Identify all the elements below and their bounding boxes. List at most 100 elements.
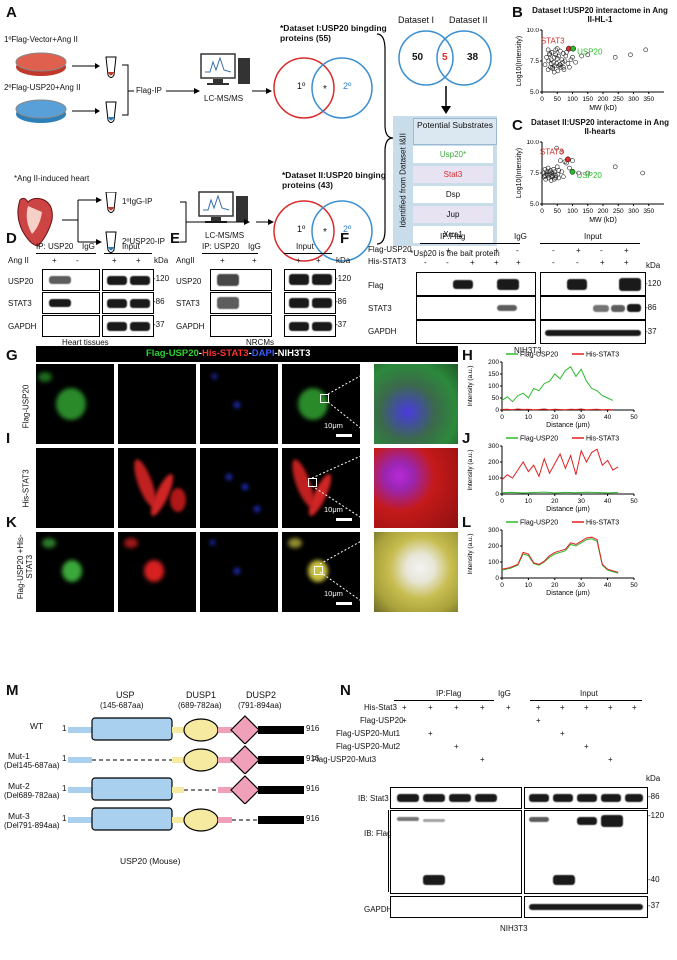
blotE-row-usp20: USP20 bbox=[176, 277, 202, 286]
blotN-mw4: -37 bbox=[648, 901, 660, 910]
data-point bbox=[542, 166, 548, 172]
blotE-ip: IP: USP20 bbox=[202, 242, 240, 251]
data-point bbox=[570, 54, 575, 60]
blotE-usp20-in bbox=[284, 269, 336, 291]
sign: + bbox=[624, 258, 629, 267]
x-tick-label: 0 bbox=[500, 414, 504, 421]
arrow-right-icon bbox=[166, 88, 200, 94]
blotN-stat3-ip bbox=[390, 787, 522, 809]
scale-g: 10μm bbox=[324, 421, 343, 430]
hdr-white: NIH3T3 bbox=[277, 348, 311, 359]
label-usp20: USP20 bbox=[577, 171, 603, 180]
y-axis-label: Log10(Intensity) bbox=[516, 148, 523, 198]
m-dusp2-range: (791-894aa) bbox=[238, 701, 282, 710]
seg-cterm bbox=[258, 756, 304, 764]
blotE-kda: kDa bbox=[336, 256, 351, 265]
m-usp: USP bbox=[116, 690, 135, 700]
data-point bbox=[544, 171, 549, 177]
data-point bbox=[551, 166, 556, 172]
blotD-line1 bbox=[36, 253, 96, 254]
x-tick-label: 200 bbox=[598, 208, 609, 215]
data-point bbox=[547, 169, 552, 175]
series-line-his-stat3 bbox=[501, 408, 613, 411]
x-tick-label: 300 bbox=[628, 208, 639, 215]
sign: + bbox=[516, 258, 521, 267]
m-start: 1 bbox=[62, 784, 67, 793]
m-row-diagram bbox=[68, 775, 304, 804]
series-line-flag-usp20 bbox=[501, 491, 619, 494]
blotE-stat3-ip bbox=[210, 292, 272, 314]
panel-label-i: I bbox=[6, 430, 11, 447]
data-point bbox=[561, 67, 567, 72]
x-tick-label: 250 bbox=[613, 208, 624, 215]
label-usp20: USP20 bbox=[577, 48, 603, 57]
seg-nterm bbox=[68, 727, 92, 733]
x-tick-label: 100 bbox=[567, 96, 578, 103]
blotD-stat3-in bbox=[102, 292, 154, 314]
x-tick-label: 150 bbox=[582, 96, 593, 103]
y-tick-label: 150 bbox=[488, 371, 499, 378]
sign: + bbox=[494, 246, 499, 255]
i-zoom bbox=[374, 448, 458, 528]
y-tick-label: 100 bbox=[488, 559, 499, 566]
point-stat3 bbox=[565, 156, 571, 163]
sign: - bbox=[552, 258, 555, 267]
x-tick-label: 20 bbox=[551, 498, 559, 505]
chartC-title: Dataset II:USP20 interactome in Ang II-h… bbox=[531, 118, 669, 137]
k-zoom bbox=[374, 532, 458, 612]
data-point bbox=[643, 47, 648, 53]
data-point bbox=[545, 67, 551, 72]
chartJ-plot: 0 100 200 300 0 10 20 30 40 50 Flag-USP20 His-STAT3… bbox=[467, 436, 638, 514]
blotN-line2 bbox=[530, 700, 642, 701]
blotD-usp20-in bbox=[102, 269, 154, 291]
computer-icon bbox=[200, 53, 250, 85]
cond-sign: + bbox=[506, 703, 511, 712]
dusp2-domain bbox=[230, 775, 260, 804]
y-tick-label: 5.0 bbox=[530, 89, 539, 96]
sign: - bbox=[424, 258, 427, 267]
cond-sign: + bbox=[560, 729, 565, 738]
substrate-stat3: Stat3 bbox=[413, 166, 493, 183]
blotN-bracket bbox=[388, 810, 389, 892]
blotF-gapdh-in bbox=[540, 320, 646, 344]
legend-label: Flag-USP20 bbox=[520, 436, 558, 443]
blotE-usp20-ip bbox=[210, 269, 272, 291]
seg-link2 bbox=[218, 727, 232, 733]
data-point bbox=[548, 168, 553, 173]
blotN-flag-ip bbox=[390, 810, 522, 894]
x-tick-label: 0 bbox=[540, 208, 544, 215]
m-row-name: Mut-1 bbox=[8, 751, 30, 761]
cond-label: Flag-USP20-Mut2 bbox=[336, 742, 401, 751]
blotN-gapdh-in bbox=[524, 896, 648, 918]
m-usp-range: (145-687aa) bbox=[100, 701, 144, 710]
data-point bbox=[547, 51, 552, 56]
cond-sign: + bbox=[428, 703, 433, 712]
row-k-wrap: Flag-USP20 +His-STAT3 bbox=[14, 532, 36, 610]
blotD-row-gapdh: GAPDH bbox=[8, 322, 37, 331]
seg-link2 bbox=[218, 757, 232, 763]
data-point bbox=[546, 58, 552, 64]
m-dusp1-range: (689-782aa) bbox=[178, 701, 222, 710]
data-point bbox=[542, 173, 548, 178]
cond-sign: + bbox=[560, 703, 565, 712]
blotF-flag-in bbox=[540, 272, 646, 296]
sign: + bbox=[600, 258, 605, 267]
blotN-igg: IgG bbox=[498, 689, 511, 698]
data-point bbox=[567, 64, 572, 70]
blotE-row-stat3: STAT3 bbox=[176, 299, 200, 308]
y-tick-label: 200 bbox=[488, 359, 499, 366]
y-tick-label: 0 bbox=[495, 491, 499, 498]
point-usp20 bbox=[569, 168, 576, 175]
blotD-row-stat3: STAT3 bbox=[8, 299, 32, 308]
data-point bbox=[561, 51, 566, 56]
seg-link2 bbox=[218, 817, 232, 823]
substrate-usp20: Usp20* bbox=[413, 146, 493, 163]
zoom-lines-g bbox=[327, 365, 379, 443]
venn2-star: * bbox=[323, 227, 327, 238]
panel-label-m: M bbox=[6, 682, 19, 699]
cond-sign: + bbox=[402, 703, 407, 712]
sign: + bbox=[624, 246, 629, 255]
blotN-input: Input bbox=[580, 689, 598, 698]
seg-cterm bbox=[258, 726, 304, 734]
data-point bbox=[562, 58, 568, 64]
